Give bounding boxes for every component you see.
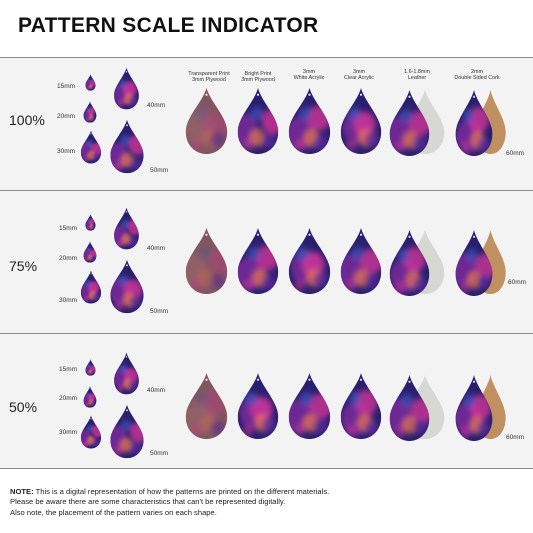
size-label-20mm: 20mm xyxy=(57,113,76,120)
cork-teardrop xyxy=(455,374,493,442)
clear-acrylic-teardrop xyxy=(340,87,382,155)
sample-15mm-teardrop xyxy=(85,214,96,231)
sample-50mm-teardrop xyxy=(110,259,144,314)
divider-bottom xyxy=(0,468,533,469)
size-label-30mm: 30mm xyxy=(59,297,78,304)
size-label-50mm: 50mm xyxy=(150,450,169,457)
divider-1 xyxy=(0,190,533,191)
size-label-15mm: 15mm xyxy=(59,225,78,232)
size-label-15mm: 15mm xyxy=(57,83,76,90)
material-header-clear-acrylic: 3mm Clear Acrylic xyxy=(344,69,374,82)
clear-acrylic-teardrop xyxy=(340,227,382,295)
note-line-2: Please be aware there are some character… xyxy=(10,497,286,507)
leather-teardrop xyxy=(389,229,430,297)
material-header-transparent-plywood: Transparent Print 3mm Plywood xyxy=(188,71,230,84)
scale-label-75: 75% xyxy=(9,258,38,274)
transparent-plywood-teardrop xyxy=(185,87,228,155)
size-label-60mm: 60mm xyxy=(506,150,525,157)
size-label-50mm: 50mm xyxy=(150,308,169,315)
sample-30mm-teardrop xyxy=(80,270,102,304)
sample-40mm-teardrop xyxy=(114,207,139,250)
note-label: NOTE: xyxy=(10,487,34,496)
sample-20mm-teardrop xyxy=(83,241,97,263)
sample-20mm-teardrop xyxy=(83,101,97,123)
size-label-15mm: 15mm xyxy=(59,366,78,373)
size-label-60mm: 60mm xyxy=(508,279,527,286)
size-label-50mm: 50mm xyxy=(150,167,169,174)
size-label-60mm: 60mm xyxy=(506,434,525,441)
note-line-1: This is a digital representation of how … xyxy=(33,487,330,496)
white-acrylic-teardrop xyxy=(288,87,331,155)
sample-30mm-teardrop xyxy=(80,415,102,449)
sample-15mm-teardrop xyxy=(85,74,96,91)
size-label-40mm: 40mm xyxy=(147,245,166,252)
leather-teardrop xyxy=(389,89,430,157)
transparent-plywood-teardrop xyxy=(185,372,228,440)
cork-teardrop xyxy=(455,89,493,157)
bright-plywood-teardrop xyxy=(237,372,279,440)
sample-30mm-teardrop xyxy=(80,130,102,164)
note-line-3: Also note, the placement of the pattern … xyxy=(10,507,217,517)
sample-50mm-teardrop xyxy=(110,404,144,459)
size-label-30mm: 30mm xyxy=(59,429,78,436)
bright-plywood-teardrop xyxy=(237,227,279,295)
size-label-30mm: 30mm xyxy=(57,148,76,155)
divider-2 xyxy=(0,333,533,334)
size-label-20mm: 20mm xyxy=(59,255,78,262)
sample-20mm-teardrop xyxy=(83,386,97,408)
material-header-leather: 1.6-1.8mm Leather xyxy=(404,69,430,82)
scale-label-100: 100% xyxy=(9,112,45,128)
sample-15mm-teardrop xyxy=(85,359,96,376)
footer-note: NOTE: This is a digital representation o… xyxy=(10,487,525,518)
white-acrylic-teardrop xyxy=(288,372,331,440)
clear-acrylic-teardrop xyxy=(340,372,382,440)
material-header-white-acrylic: 3mm White Acrylic xyxy=(293,69,325,82)
bright-plywood-teardrop xyxy=(237,87,279,155)
size-label-20mm: 20mm xyxy=(59,395,78,402)
material-header-bright-plywood: Bright Print 3mm Plywood xyxy=(241,71,275,84)
cork-teardrop xyxy=(455,229,493,297)
white-acrylic-teardrop xyxy=(288,227,331,295)
transparent-plywood-teardrop xyxy=(185,227,228,295)
sample-40mm-teardrop xyxy=(114,67,139,110)
size-label-40mm: 40mm xyxy=(147,387,166,394)
material-header-cork: 2mm Double Sided Cork xyxy=(454,69,500,82)
page-title: PATTERN SCALE INDICATOR xyxy=(18,14,319,37)
scale-label-50: 50% xyxy=(9,399,38,415)
leather-teardrop xyxy=(389,374,430,442)
sample-40mm-teardrop xyxy=(114,352,139,395)
divider-top xyxy=(0,57,533,58)
size-label-40mm: 40mm xyxy=(147,102,166,109)
sample-50mm-teardrop xyxy=(110,119,144,174)
